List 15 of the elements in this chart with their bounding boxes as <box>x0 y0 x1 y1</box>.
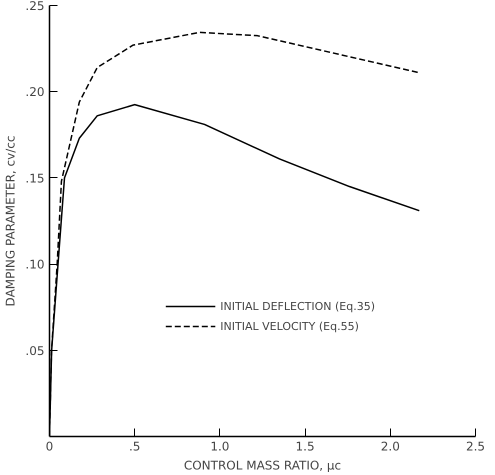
x-tick-label: 1.5 <box>296 440 315 454</box>
y-tick-label: .05 <box>25 344 45 358</box>
x-tick-label: 0 <box>46 440 54 454</box>
y-tick-label: .15 <box>25 171 45 186</box>
y-tick-label: .20 <box>25 85 45 100</box>
x-axis-title: CONTROL MASS RATIO, μc <box>184 458 342 472</box>
x-tick-label: .5 <box>128 440 140 454</box>
y-tick-label: .25 <box>25 0 45 13</box>
x-tick-label: 2.5 <box>466 440 486 454</box>
y-axis-title: DAMPING PARAMETER, cv/cc <box>3 136 18 306</box>
x-tick-label: 1.0 <box>210 440 230 454</box>
x-tick-label: 2.0 <box>380 440 400 454</box>
legend-label: INITIAL DEFLECTION (Eq.35) <box>220 300 375 312</box>
legend-label: INITIAL VELOCITY (Eq.55) <box>220 320 359 332</box>
y-tick-label: .10 <box>25 258 45 272</box>
